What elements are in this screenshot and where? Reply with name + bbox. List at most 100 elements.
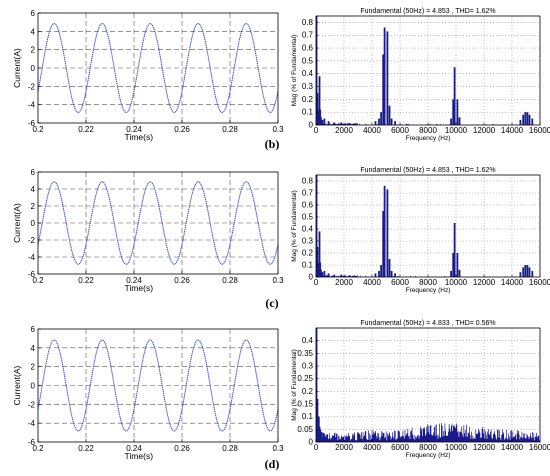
x-tick-label: 10000 (445, 278, 468, 287)
y-tick-label: 0.05 (297, 425, 313, 434)
y-axis-label: Current(A) (12, 203, 22, 243)
harmonic-bar (519, 119, 522, 125)
x-tick-label: 16000 (529, 126, 550, 135)
harmonic-bar (380, 112, 382, 125)
harmonic-bar (452, 253, 455, 277)
harmonic-bar (374, 121, 377, 125)
y-tick-label: 0.6 (302, 44, 314, 53)
x-tick-label: 0.28 (222, 444, 238, 453)
current-waveform (37, 23, 279, 113)
harmonic-bar (382, 211, 385, 277)
x-tick-label: 2000 (335, 278, 353, 287)
harmonic-bar (526, 112, 529, 125)
y-axis-label: Mag (% of Fundamental) (291, 349, 298, 421)
x-tick-label: 0.26 (174, 276, 190, 285)
harmonic-bar (340, 274, 343, 277)
harmonic-bar (348, 275, 351, 277)
harmonic-bar (458, 269, 461, 277)
harmonic-bar (316, 398, 319, 442)
harmonic-bar (348, 123, 351, 125)
y-tick-label: 0.4 (302, 69, 314, 78)
harmonic-bar (320, 431, 323, 442)
panel-label-c: (c) (265, 296, 278, 310)
y-tick-label: -2 (28, 236, 36, 245)
harmonic-bar (450, 271, 452, 277)
y-tick-label: 0.2 (302, 387, 314, 396)
y-tick-label: 0.25 (297, 374, 313, 383)
y-tick-label: 6 (31, 9, 36, 18)
harmonic-bar (322, 433, 325, 442)
y-tick-label: 0.35 (297, 349, 313, 358)
x-tick-label: 14000 (501, 443, 524, 452)
x-tick-label: 0.28 (222, 276, 238, 285)
spectrum-title: Fundamental (50Hz) = 4.833 , THD= 0.56% (360, 320, 495, 327)
harmonic-bar (383, 185, 386, 277)
current-waveform (37, 339, 279, 432)
harmonic-bar (522, 267, 525, 277)
x-tick-label: 4000 (363, 278, 381, 287)
harmonic-bar (319, 109, 322, 125)
harmonic-bar (320, 269, 322, 277)
harmonic-bar (458, 117, 461, 125)
y-tick-label: 0 (309, 121, 314, 130)
harmonic-bar (453, 67, 456, 125)
y-tick-label: 0.5 (302, 213, 314, 222)
harmonic-bar (323, 118, 326, 125)
x-tick-label: 2000 (335, 126, 353, 135)
y-tick-label: 0.2 (302, 95, 314, 104)
y-tick-label: 0 (309, 438, 314, 447)
y-axis-label: Current(A) (12, 366, 22, 406)
y-axis-label: Current(A) (12, 48, 22, 88)
y-tick-label: -4 (28, 253, 36, 262)
harmonic-bar (390, 271, 393, 277)
harmonic-bar (374, 273, 377, 277)
y-tick-label: 0.8 (302, 177, 314, 186)
x-tick-label: 0.3 (272, 444, 284, 453)
x-tick-label: 0.22 (78, 444, 94, 453)
x-tick-label: 0.22 (78, 125, 94, 134)
harmonic-bar (456, 253, 459, 277)
spectrum-plot-d: 0 2000 4000 6000 8000 10000 12000 14000 1600000.… (291, 320, 550, 459)
harmonic-bar (317, 262, 319, 277)
y-tick-label: 0.3 (302, 362, 314, 371)
x-tick-label: 6000 (391, 443, 409, 452)
y-tick-label: 4 (31, 27, 36, 36)
x-axis-label: Time(s) (125, 451, 154, 461)
x-tick-label: 6000 (391, 278, 409, 287)
harmonic-bar (320, 117, 322, 125)
harmonic-bar (378, 271, 380, 277)
harmonic-bar (388, 259, 391, 277)
x-tick-label: 0 (314, 443, 319, 452)
x-axis-label: Time(s) (125, 132, 154, 142)
x-tick-label: 0.2 (32, 125, 44, 134)
x-tick-label: 0.22 (78, 276, 94, 285)
x-tick-label: 4000 (363, 126, 381, 135)
harmonic-bar (333, 274, 336, 277)
y-tick-label: 4 (31, 185, 36, 194)
harmonic-bar (388, 105, 391, 125)
harmonic-bar (456, 99, 459, 125)
x-tick-label: 6000 (391, 126, 409, 135)
x-tick-label: 14000 (501, 126, 524, 135)
x-axis-label: Time(s) (125, 283, 154, 293)
y-tick-label: 0.1 (302, 108, 314, 117)
y-tick-label: 4 (31, 344, 36, 353)
harmonic-bar (390, 118, 393, 125)
x-tick-label: 0.3 (272, 276, 284, 285)
x-axis-label: Frequency (Hz) (406, 135, 451, 142)
y-tick-label: 0.2 (302, 249, 314, 258)
x-tick-label: 0.24 (126, 276, 142, 285)
y-tick-label: 0.4 (302, 336, 314, 345)
x-tick-label: 2000 (335, 443, 353, 452)
current-waveform (37, 181, 279, 265)
time-plot-c: 0.2 0.22 0.24 0.26 0.28 0.3 -6 -4 -2 0 2 4 6 Time(s) C… (12, 168, 284, 293)
spectrum-plot-c: 0 2000 4000 6000 8000 10000 12000 14000 1600000.… (291, 167, 550, 294)
y-tick-label: 0 (309, 273, 314, 282)
y-tick-label: -2 (28, 82, 36, 91)
x-tick-label: 0 (314, 126, 319, 135)
y-tick-label: 0.7 (302, 189, 314, 198)
x-tick-label: 0.26 (174, 444, 190, 453)
harmonic-bar (323, 271, 326, 277)
y-tick-label: 0.8 (302, 18, 314, 27)
harmonic-bar (318, 231, 321, 277)
